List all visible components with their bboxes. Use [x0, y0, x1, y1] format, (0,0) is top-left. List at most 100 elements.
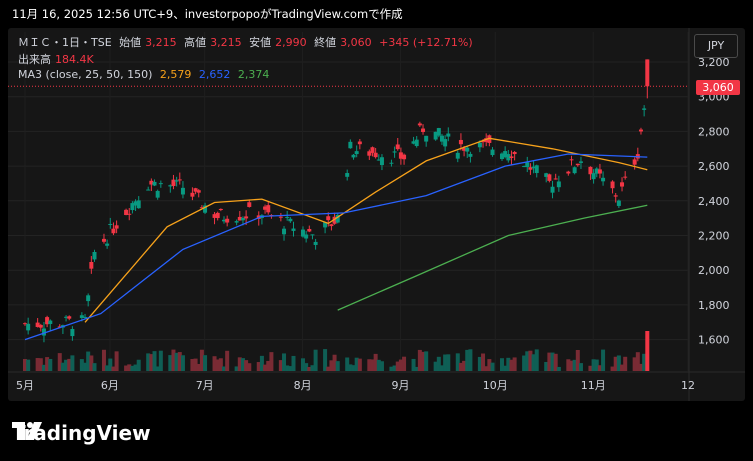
- volume-bar: [462, 360, 467, 371]
- volume-bar: [41, 364, 46, 371]
- volume-bar: [411, 358, 416, 371]
- volume-bar: [591, 359, 596, 371]
- candle-body: [329, 224, 334, 227]
- volume-bar: [424, 351, 429, 371]
- candle-body: [490, 149, 495, 156]
- volume-bar: [357, 358, 362, 371]
- candle-body: [578, 161, 583, 163]
- volume-bar: [101, 349, 106, 371]
- candle-body: [212, 214, 217, 218]
- volume-bar: [266, 360, 271, 371]
- candle-body: [550, 186, 555, 193]
- candle-body: [45, 317, 50, 325]
- candle-body: [234, 221, 239, 223]
- candle-body: [278, 216, 283, 218]
- volume-bar: [569, 360, 574, 371]
- volume-bar: [414, 366, 419, 371]
- chart-panel[interactable]: 3,200 3,000 2,800 2,600 2,400 2,200 2,000 1,800…: [8, 28, 745, 401]
- candle-body: [597, 169, 602, 174]
- candle-body: [525, 162, 530, 168]
- volume-bar: [458, 362, 463, 371]
- candle-body: [111, 228, 116, 234]
- candle-body: [174, 180, 179, 182]
- volume-bar: [373, 353, 378, 371]
- candle-body: [304, 234, 309, 239]
- candle-body: [601, 177, 606, 182]
- volume-bar: [392, 365, 397, 371]
- candle-body: [282, 228, 287, 235]
- volume-bar: [237, 357, 242, 371]
- candle-body: [351, 154, 356, 158]
- volume-bar: [291, 355, 296, 371]
- volume-bar: [556, 366, 561, 371]
- candle-body: [575, 163, 580, 166]
- candle-body: [439, 135, 444, 142]
- candle-body: [130, 203, 135, 211]
- legend-ma25: 2,579: [159, 68, 192, 81]
- last-candle-body: [645, 59, 650, 87]
- volume-bar: [635, 352, 640, 371]
- volume-bar: [370, 359, 375, 371]
- candle-body: [190, 192, 195, 197]
- volume-bar: [575, 349, 580, 371]
- candle-body: [398, 152, 403, 159]
- x-tick-label: 12: [681, 379, 695, 392]
- volume-bar: [244, 360, 249, 371]
- candle-body: [620, 182, 625, 187]
- volume-bar: [509, 359, 514, 371]
- volume-bar: [23, 359, 27, 371]
- candle-body: [465, 147, 470, 152]
- candle-body: [642, 108, 647, 110]
- candle-body: [433, 131, 438, 140]
- candle-body: [83, 316, 88, 318]
- volume-bar: [263, 364, 268, 371]
- volume-bar: [433, 361, 438, 371]
- candle-body: [92, 251, 97, 260]
- volume-bar: [288, 366, 293, 371]
- volume-bar: [70, 355, 75, 371]
- candle-body: [392, 151, 397, 153]
- price-chart[interactable]: 3,2003,0002,8002,6002,4002,2002,0001,800…: [8, 28, 745, 401]
- candle-body: [300, 229, 305, 237]
- candle-body: [177, 179, 182, 181]
- volume-bar: [632, 357, 637, 371]
- ma25-line: [84, 137, 648, 323]
- volume-bar: [218, 358, 223, 371]
- legend-low: 2,990: [275, 36, 307, 49]
- volume-bar: [376, 359, 381, 371]
- candle-body: [528, 167, 533, 170]
- legend-ma-label[interactable]: MA3 (close, 25, 50, 150): [18, 68, 153, 81]
- candle-body: [101, 238, 106, 242]
- candle-body: [152, 181, 157, 186]
- volume-bar: [259, 355, 264, 371]
- candle-body: [591, 173, 596, 180]
- legend-low-label: 安値: [249, 36, 272, 49]
- volume-bar: [304, 363, 309, 371]
- volume-bar: [566, 359, 571, 371]
- candle-body: [199, 207, 204, 209]
- volume-bar: [335, 361, 340, 371]
- volume-bar: [487, 359, 492, 371]
- candle-body: [544, 173, 549, 177]
- volume-bar: [193, 358, 198, 371]
- volume-bar: [130, 365, 135, 371]
- volume-bar: [203, 355, 208, 371]
- volume-bar: [155, 366, 160, 371]
- legend-symbol[interactable]: ＭＩＣ・1日・TSE: [18, 36, 112, 49]
- currency-button[interactable]: JPY: [694, 34, 738, 58]
- volume-bar: [67, 358, 72, 371]
- volume-bar: [525, 351, 530, 371]
- volume-bar: [481, 353, 486, 371]
- volume-bar: [345, 357, 350, 371]
- volume-bar: [490, 362, 495, 371]
- candle-body: [499, 153, 504, 160]
- candle-body: [531, 166, 536, 169]
- volume-bar: [285, 365, 290, 371]
- tradingview-logo[interactable]: TradingView: [12, 420, 151, 446]
- volume-bar: [146, 353, 151, 371]
- volume-bar: [638, 363, 643, 371]
- volume-bar: [484, 366, 489, 371]
- volume-bar: [247, 363, 252, 371]
- candle-body: [86, 295, 91, 302]
- volume-bar: [38, 358, 43, 371]
